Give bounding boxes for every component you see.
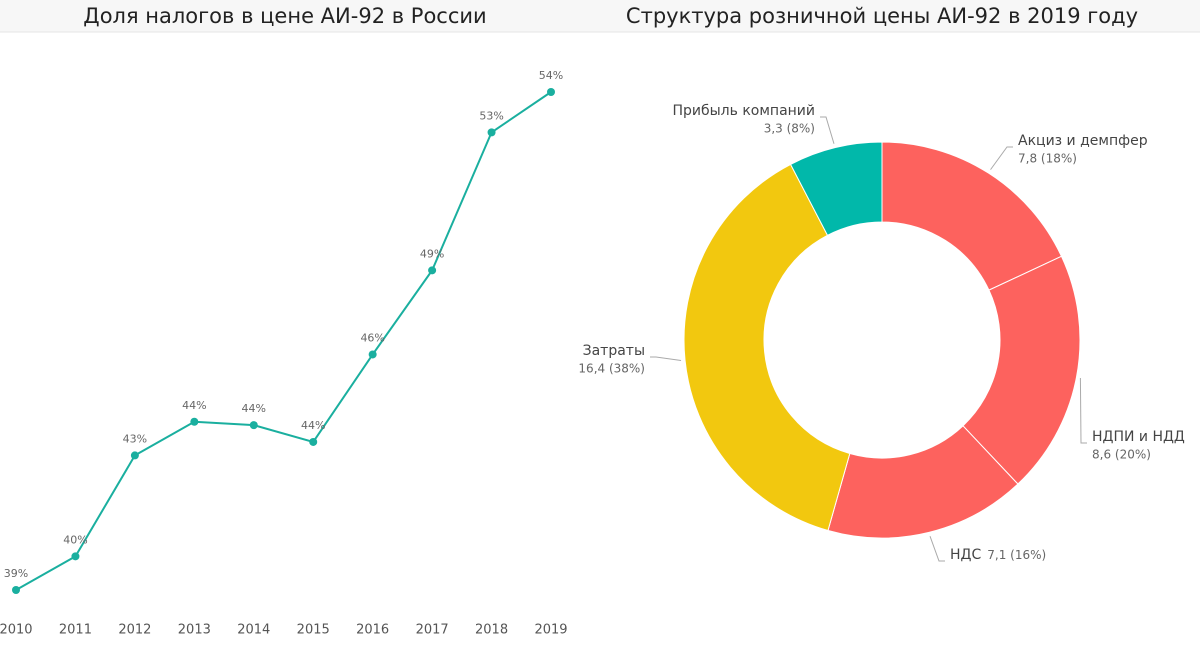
data-point <box>368 350 377 359</box>
x-tick-label: 2016 <box>356 623 389 638</box>
x-tick-label: 2014 <box>237 623 270 638</box>
slice-category: НДПИ и НДД <box>1092 429 1185 445</box>
data-label: 44% <box>301 419 325 432</box>
x-tick-label: 2017 <box>416 623 449 638</box>
donut-chart-title: Структура розничной цены АИ-92 в 2019 го… <box>626 4 1138 28</box>
data-point <box>428 266 437 275</box>
donut-slice <box>789 141 883 237</box>
leader-line <box>820 116 835 144</box>
slice-category: Затраты <box>583 343 645 359</box>
data-label: 39% <box>4 567 28 580</box>
data-point <box>12 586 20 594</box>
data-point <box>249 421 258 430</box>
data-label: 44% <box>182 399 206 412</box>
data-point <box>309 437 318 446</box>
data-label: 44% <box>242 402 266 415</box>
slice-value: 3,3 (8%) <box>764 122 815 136</box>
slice-category: Прибыль компаний <box>672 103 815 119</box>
data-label: 49% <box>420 247 444 260</box>
x-tick-label: 2015 <box>297 623 330 638</box>
slice-value: 7,8 (18%) <box>1018 152 1077 166</box>
x-tick-label: 2013 <box>178 623 211 638</box>
data-label: 40% <box>63 533 87 546</box>
slice-label: НДС 7,1 (16%) <box>950 547 1046 563</box>
slice-value: 8,6 (20%) <box>1092 448 1151 462</box>
slice-category: НДС <box>950 547 981 563</box>
header-band <box>0 0 1200 32</box>
data-label: 46% <box>360 331 384 344</box>
x-tick-label: 2010 <box>0 623 33 638</box>
donut-slice <box>881 141 1063 291</box>
slice-category: Акциз и демпфер <box>1018 133 1148 149</box>
data-line <box>15 91 552 591</box>
leader-line <box>929 536 945 562</box>
data-label: 54% <box>539 69 563 82</box>
leader-line <box>1079 377 1087 444</box>
slice-value: 7,1 (16%) <box>987 548 1046 562</box>
slice-value: 16,4 (38%) <box>578 362 645 376</box>
x-tick-label: 2018 <box>475 623 508 638</box>
x-tick-label: 2012 <box>118 623 151 638</box>
x-tick-label: 2011 <box>59 623 92 638</box>
data-point <box>190 417 199 426</box>
donut-slice <box>962 255 1081 485</box>
x-tick-label: 2019 <box>534 623 567 638</box>
data-point <box>71 552 80 561</box>
data-label: 43% <box>123 432 147 445</box>
data-point <box>547 88 555 96</box>
leader-line <box>650 356 682 362</box>
data-point <box>487 128 496 137</box>
donut-slice <box>683 163 851 532</box>
data-point <box>130 451 139 460</box>
data-label: 53% <box>479 109 503 122</box>
line-chart-title: Доля налогов в цене АИ-92 в России <box>83 4 486 28</box>
leader-line <box>990 146 1013 170</box>
